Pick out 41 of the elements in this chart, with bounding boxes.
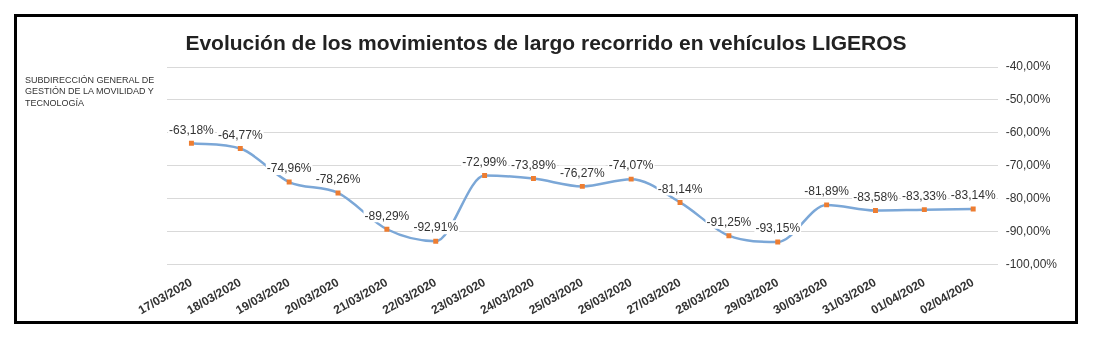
- data-label: -93,15%: [755, 221, 801, 236]
- data-label: -81,89%: [804, 184, 850, 199]
- point: [579, 183, 585, 189]
- point: [873, 207, 878, 213]
- y-tick-label: -60,00%: [1005, 125, 1051, 140]
- data-label: -83,14%: [950, 188, 996, 203]
- data-label: -63,18%: [169, 122, 215, 137]
- y-tick-label: -40,00%: [1005, 59, 1051, 74]
- data-label: -76,27%: [559, 165, 605, 180]
- point: [775, 239, 781, 245]
- data-label: -89,29%: [364, 208, 410, 223]
- point: [384, 226, 390, 232]
- data-label: -83,58%: [853, 189, 899, 204]
- data-label: -91,25%: [706, 215, 752, 230]
- chart-title: Evolución de los movimientos de largo recorrido en vehículos LIGEROS: [184, 31, 908, 55]
- point: [677, 199, 683, 205]
- data-label: -74,96%: [266, 161, 312, 176]
- point: [237, 146, 243, 152]
- point: [921, 207, 927, 213]
- point: [482, 173, 488, 179]
- y-tick-label: -50,00%: [1005, 92, 1051, 107]
- data-label: -83,33%: [901, 188, 948, 203]
- y-tick-label: -90,00%: [1005, 223, 1051, 238]
- data-label: -64,77%: [217, 127, 263, 142]
- y-tick-label: -80,00%: [1005, 190, 1051, 205]
- data-label: -72,99%: [462, 154, 508, 169]
- point: [286, 179, 292, 185]
- y-tick-label: -70,00%: [1005, 158, 1051, 173]
- y-tick-label: -100,00%: [1005, 256, 1058, 271]
- point: [824, 202, 830, 208]
- data-label: -74,07%: [608, 158, 654, 173]
- point: [433, 238, 439, 244]
- data-label: -92,91%: [413, 220, 459, 235]
- point: [726, 233, 732, 239]
- data-label: -81,14%: [657, 181, 703, 196]
- point: [188, 140, 194, 146]
- data-label: -73,89%: [511, 157, 557, 172]
- data-label: -78,26%: [315, 172, 361, 187]
- text: SUBDIRECCIÓN GENERAL DE GESTIÓN DE LA MOVILIDAD Y TECNOLOGÍA: [25, 75, 156, 109]
- point: [628, 176, 634, 182]
- point: [530, 176, 536, 182]
